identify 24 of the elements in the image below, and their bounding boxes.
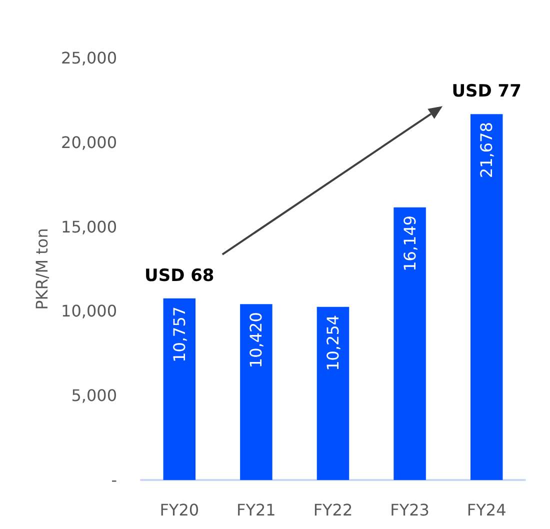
y-tick-label: 10,000	[61, 302, 117, 321]
x-tick-label: FY24	[466, 500, 506, 520]
x-tick-label: FY20	[160, 500, 200, 520]
y-tick-label: -	[111, 470, 117, 490]
y-tick-label: 25,000	[61, 48, 117, 68]
data-label: 10,757	[170, 306, 189, 362]
bar	[163, 298, 196, 480]
data-label: 21,678	[477, 122, 496, 178]
bar	[316, 306, 350, 480]
annotation: USD 77	[452, 82, 522, 102]
y-tick-label: 5,000	[71, 386, 117, 406]
y-tick-label: 15,000	[61, 217, 117, 236]
data-label: 16,149	[400, 215, 420, 272]
annotation: USD 68	[144, 266, 214, 286]
x-tick-label: FY22	[313, 500, 353, 520]
data-label: 10,420	[246, 312, 266, 368]
data-label: 10,254	[324, 314, 342, 371]
x-tick-label: FY23	[390, 500, 430, 520]
x-tick-label: FY21	[236, 500, 276, 520]
bar	[470, 114, 503, 480]
bar	[394, 207, 426, 480]
y-tick-label: 20,000	[61, 132, 117, 152]
y-axis-title: PKR/M ton	[32, 228, 52, 310]
bar	[240, 304, 272, 480]
